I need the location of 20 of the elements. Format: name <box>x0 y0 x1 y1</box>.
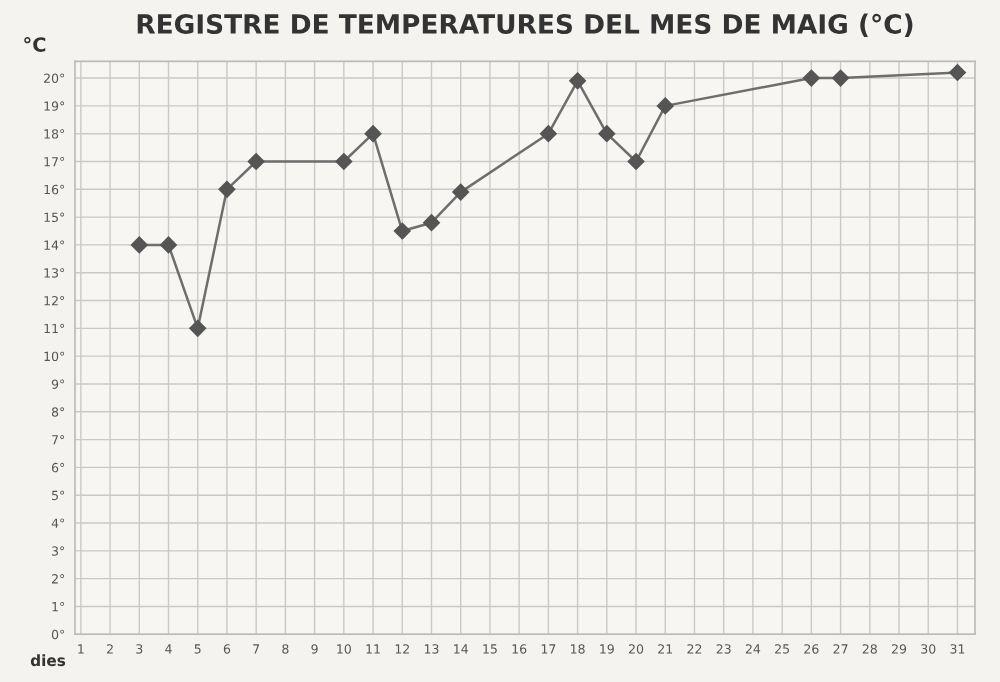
point <box>394 222 411 240</box>
point <box>569 72 586 90</box>
point <box>423 214 440 231</box>
point <box>803 69 820 87</box>
point <box>131 236 148 254</box>
y-axis-title: °C <box>24 37 46 52</box>
point <box>189 320 206 337</box>
point <box>452 183 469 201</box>
point <box>335 153 353 170</box>
point <box>540 125 557 142</box>
point <box>627 153 645 170</box>
point <box>656 97 674 115</box>
chart-title: REGISTRE DE TEMPERATURES DEL MES DE MAIG (°C) <box>137 13 913 38</box>
point <box>832 69 849 87</box>
point <box>364 125 382 142</box>
point <box>160 236 177 254</box>
point <box>598 125 616 142</box>
point <box>949 64 966 81</box>
point <box>218 181 236 198</box>
point <box>247 153 265 170</box>
